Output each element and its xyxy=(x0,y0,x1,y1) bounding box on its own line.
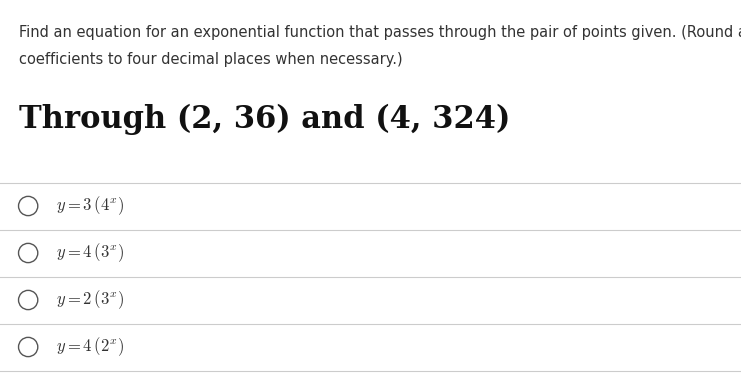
Text: $y = 4\,(2^{x})$: $y = 4\,(2^{x})$ xyxy=(56,336,124,358)
Text: $y = 3\,(4^{x})$: $y = 3\,(4^{x})$ xyxy=(56,195,124,218)
Text: Find an equation for an exponential function that passes through the pair of poi: Find an equation for an exponential func… xyxy=(19,25,741,40)
Text: Through (2, 36) and (4, 324): Through (2, 36) and (4, 324) xyxy=(19,104,510,135)
Text: $y = 4\,(3^{x})$: $y = 4\,(3^{x})$ xyxy=(56,242,124,264)
Text: $y = 2\,(3^{x})$: $y = 2\,(3^{x})$ xyxy=(56,289,124,311)
Text: coefficients to four decimal places when necessary.): coefficients to four decimal places when… xyxy=(19,52,402,67)
